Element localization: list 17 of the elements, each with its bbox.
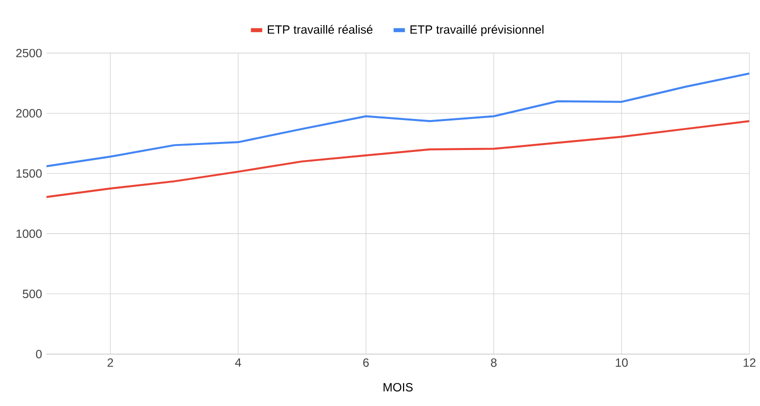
x-tick-label: 12 (744, 358, 756, 367)
y-tick-label: 2500 (16, 48, 42, 58)
y-tick-label: 1500 (16, 169, 42, 178)
y-tick-label: 2000 (16, 109, 42, 118)
y-tick-label: 1000 (16, 230, 42, 238)
x-tick-label: 10 (616, 358, 628, 367)
line-series (46, 72, 750, 168)
x-axis-title: MOIS (384, 383, 413, 392)
line-series (46, 120, 750, 198)
legend-label: ETP travaillé réalisé (268, 24, 372, 34)
y-tick-label: 500 (22, 290, 42, 298)
x-tick-label: 8 (490, 358, 497, 367)
y-tick-label: 0 (36, 350, 42, 358)
x-tick-label: 2 (108, 358, 114, 367)
x-tick-label: 4 (235, 358, 242, 367)
x-tick-label: 6 (363, 358, 369, 367)
legend-label: ETP travaillé prévisionnel (410, 24, 544, 36)
